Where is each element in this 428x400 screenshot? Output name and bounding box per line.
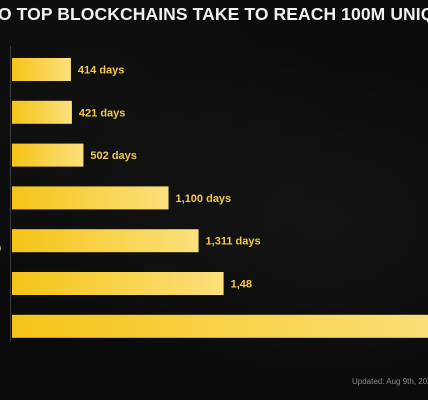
bar-3 bbox=[12, 143, 84, 167]
bar-1 bbox=[12, 58, 71, 81]
bar-2 bbox=[12, 100, 72, 124]
bar-value-label-6: 1,48 bbox=[231, 279, 252, 291]
y-axis-tick-label: 0 bbox=[0, 243, 1, 255]
bar-value-label-2: 421 days bbox=[79, 107, 125, 119]
bar-value-label-3: 502 days bbox=[90, 150, 136, 162]
bar-7 bbox=[12, 314, 428, 338]
bar-4 bbox=[12, 186, 169, 210]
bar-5 bbox=[12, 229, 199, 253]
chart-title: O TOP BLOCKCHAINS TAKE TO REACH 100M UNI… bbox=[0, 4, 428, 24]
bar-6 bbox=[12, 272, 224, 295]
bar-value-label-5: 1,311 days bbox=[206, 236, 261, 248]
bar-value-label-4: 1,100 days bbox=[176, 193, 232, 205]
y-axis-line bbox=[10, 46, 11, 342]
bar-value-label-1: 414 days bbox=[78, 65, 124, 77]
updated-note: Updated: Aug 9th, 202 bbox=[352, 377, 428, 386]
